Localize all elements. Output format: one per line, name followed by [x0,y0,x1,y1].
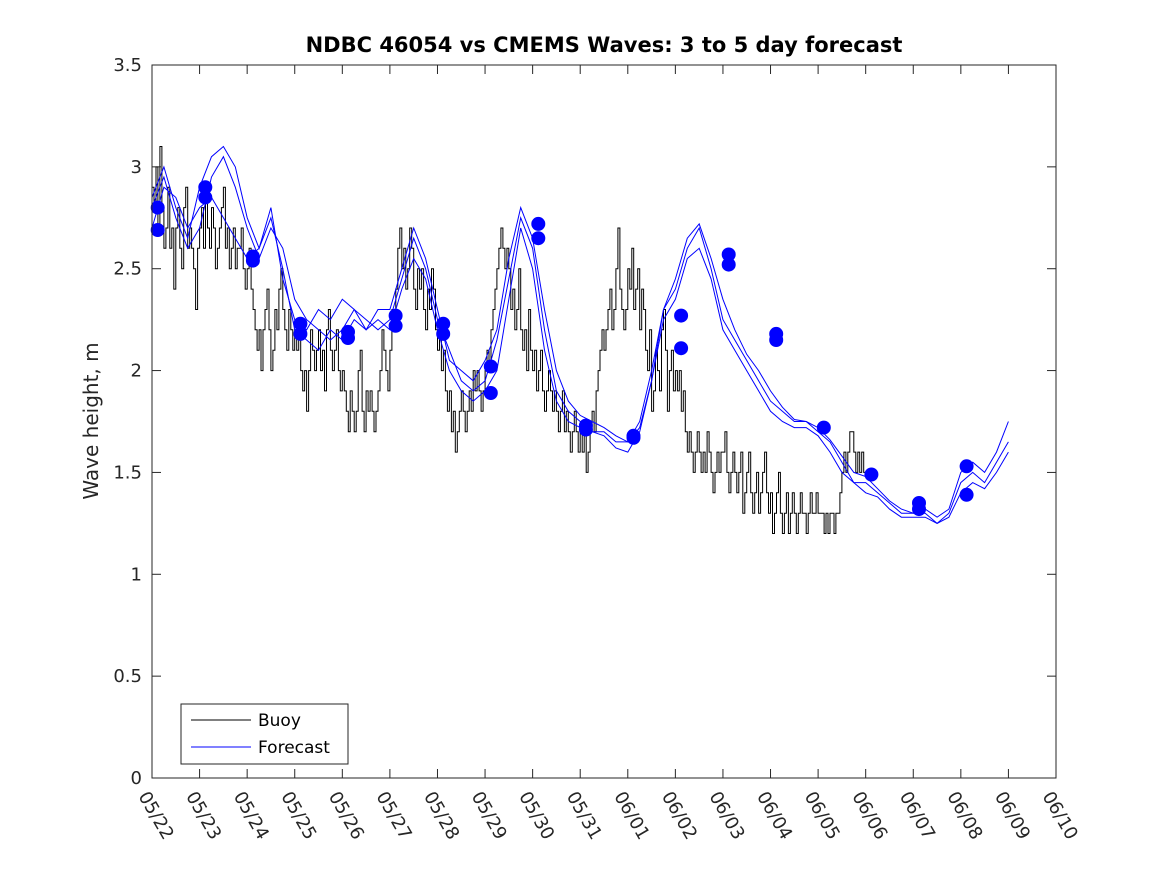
forecast-marker-17 [531,216,546,231]
plot-area [152,65,1056,778]
forecast-series-line-1 [151,155,1009,525]
forecast-marker-16 [483,386,498,400]
y-tick-label: 3.5 [113,55,142,76]
forecast-marker-23 [674,308,689,323]
y-tick-label: 0 [131,768,142,789]
forecast-marker-15 [483,359,498,374]
y-tick-label: 3 [131,157,142,178]
y-tick-label: 2.5 [113,259,142,280]
y-axis-label: Wave height, m [79,342,103,499]
forecast-marker-28 [769,333,784,347]
forecast-marker-18 [531,231,546,246]
forecast-marker-26 [721,257,736,272]
forecast-marker-1 [150,200,165,215]
y-axis: 0 0.5 1 1.5 2 2.5 3 3.5 [113,55,1056,789]
forecast-marker-10 [341,331,355,345]
forecast-marker-8 [293,326,308,341]
legend-buoy-label: Buoy [258,711,301,731]
legend-forecast-label: Forecast [258,738,330,758]
forecast-marker-6 [245,253,260,268]
buoy-series-line [152,146,866,534]
forecast-marker-33 [959,459,974,474]
legend-box [180,703,349,765]
y-tick-label: 0.5 [113,666,142,687]
forecast-marker-24 [674,341,689,356]
forecast-marker-30 [864,467,879,482]
y-tick-label: 1 [131,564,142,585]
y-tick-label: 2 [131,361,142,382]
forecast-marker-12 [388,318,403,333]
marker-layer [150,180,974,517]
forecast-marker-22 [626,430,641,445]
forecast-marker-32 [912,502,926,517]
forecast-marker-14 [436,326,451,341]
forecast-marker-20 [578,422,593,437]
legend: Buoy Forecast [180,703,349,765]
chart-title: NDBC 46054 vs CMEMS Waves: 3 to 5 day fo… [306,33,903,57]
forecast-marker-2 [150,223,165,237]
forecast-marker-34 [959,487,974,502]
y-tick-label: 1.5 [113,462,142,483]
forecast-marker-29 [816,420,831,435]
forecast-marker-4 [198,190,213,205]
axes-box [151,64,1057,779]
